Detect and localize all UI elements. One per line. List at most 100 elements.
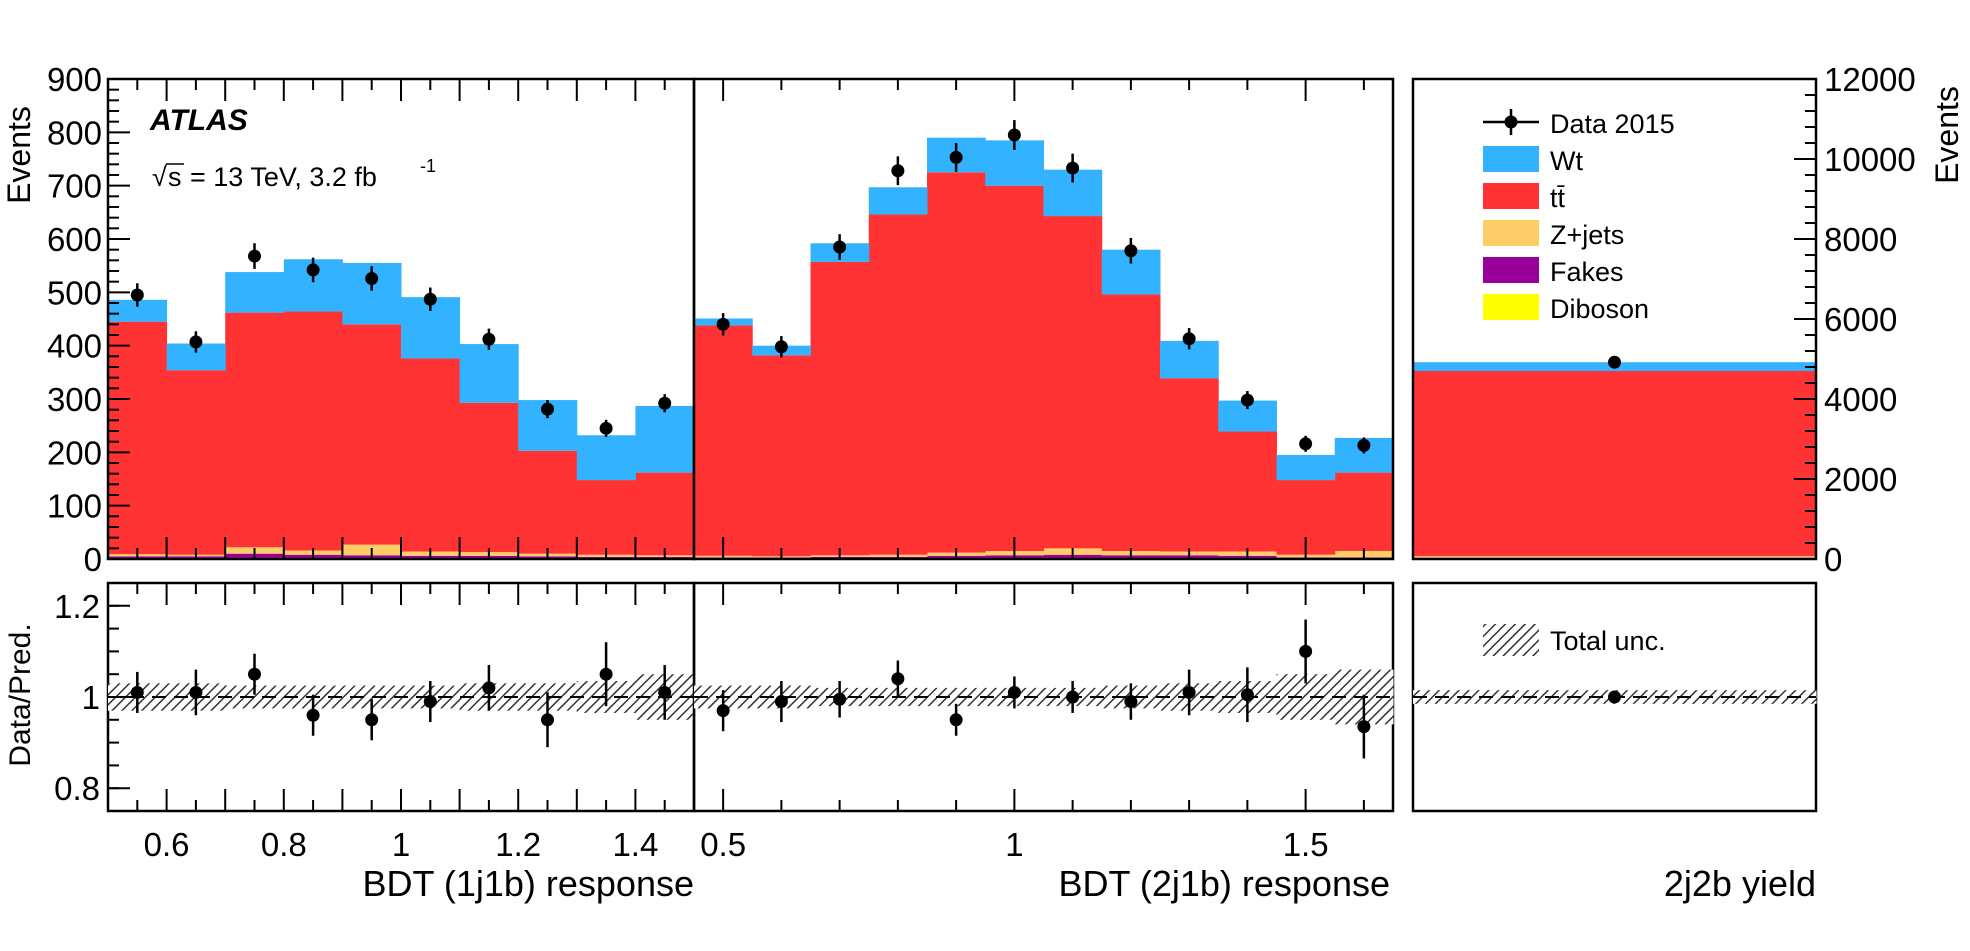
ratio-point-1 xyxy=(774,695,788,709)
y-tick-label: 500 xyxy=(47,274,102,311)
x-axis-label-2j1b: BDT (2j1b) response xyxy=(1059,863,1391,904)
bar-tt-1 xyxy=(166,370,226,555)
data-point-4 xyxy=(365,271,379,285)
ratio-y-tick-label: 1.2 xyxy=(54,588,100,625)
ratio-point-1 xyxy=(189,685,203,699)
ratio-axis-title: Data/Pred. xyxy=(4,623,37,766)
data-point-8 xyxy=(1182,332,1196,346)
data-point-7 xyxy=(1124,244,1138,258)
x-tick-label: 1.5 xyxy=(1283,826,1329,863)
ratio-point-7 xyxy=(1124,695,1138,709)
y-tick-label: 100 xyxy=(47,488,102,525)
ratio-point-2 xyxy=(833,692,847,706)
y-tick-label: 800 xyxy=(47,114,102,151)
x-tick-label: 0.8 xyxy=(261,826,307,863)
bar-wt-0 xyxy=(108,299,168,322)
bar-tt-9 xyxy=(635,472,695,556)
bar-tt-4 xyxy=(927,172,986,553)
bar-tt-7 xyxy=(1101,294,1161,551)
legend-label-diboson: Diboson xyxy=(1550,294,1649,324)
legend-item-diboson: Diboson xyxy=(1483,294,1649,324)
data-point-2 xyxy=(248,249,261,263)
plot-panels: 0 100 200 300 400 500 600 700 800 900 0.8 1 1.2 0.6 0.… xyxy=(47,61,1916,863)
y-tick-label: 200 xyxy=(47,434,102,471)
sqrt-symbol: √ xyxy=(152,162,167,192)
energy-sup: -1 xyxy=(420,156,436,176)
x-tick-label: 1 xyxy=(1005,826,1023,863)
ratio-unc-band-4 xyxy=(927,687,986,707)
bar-wt-3 xyxy=(868,187,928,215)
bar-tt-3 xyxy=(283,311,343,551)
ratio-point-3 xyxy=(306,708,320,722)
ratio-point-5 xyxy=(423,695,437,709)
ratio-point-7 xyxy=(541,713,554,727)
y-tick-label: 0 xyxy=(84,541,102,578)
ratio-point-6 xyxy=(1066,690,1080,704)
legend-label-total-unc: Total unc. xyxy=(1550,626,1666,656)
data-point-9 xyxy=(658,396,672,410)
main-frame xyxy=(692,77,1395,561)
legend-label-wt: Wt xyxy=(1550,146,1583,176)
data-point-7 xyxy=(541,402,554,416)
legend-item-zjets: Z+jets xyxy=(1483,220,1624,250)
legend-label-ttbar: tt̄ xyxy=(1550,183,1566,213)
ratio-y-tick-label: 0.8 xyxy=(54,770,100,807)
energy-s: s xyxy=(168,162,182,192)
bar-wt-6 xyxy=(459,344,519,403)
bar-tt-4 xyxy=(342,324,402,545)
y-axis-title-left: Events xyxy=(1,106,37,204)
bar-tt-5 xyxy=(985,185,1044,551)
legend-total-unc: Total unc. xyxy=(1483,624,1666,656)
legend-item-fakes: Fakes xyxy=(1483,257,1624,287)
y-tick-label: 12000 xyxy=(1824,61,1916,98)
legend-swatch-wt xyxy=(1483,146,1539,172)
energy-text: = 13 TeV, 3.2 fb xyxy=(190,162,377,192)
x-tick-label: 1.4 xyxy=(612,826,658,863)
legend-label-zjets: Z+jets xyxy=(1550,220,1624,250)
data-point-5 xyxy=(423,292,437,306)
bar-tt-6 xyxy=(459,402,519,553)
data-point-2 xyxy=(833,240,847,254)
bar-tt-5 xyxy=(401,358,461,552)
x-axis-label-2j2b: 2j2b yield xyxy=(1664,863,1816,904)
ratio-point-9 xyxy=(658,685,672,699)
data-point-6 xyxy=(482,332,496,346)
data-point-1 xyxy=(774,340,788,354)
ratio-point-8 xyxy=(599,667,613,681)
ratio-point-6 xyxy=(482,681,496,695)
bar-tt-1 xyxy=(752,355,811,557)
energy-label: √ s = 13 TeV, 3.2 fb -1 xyxy=(152,156,436,192)
x-tick-label: 0.5 xyxy=(700,826,746,863)
y-tick-label: 900 xyxy=(47,61,102,98)
data-point-9 xyxy=(1240,393,1254,407)
y-tick-label: 4000 xyxy=(1824,381,1897,418)
y-tick-label: 600 xyxy=(47,221,102,258)
y-tick-label: 8000 xyxy=(1824,221,1897,258)
bar-tt-3 xyxy=(868,214,928,555)
legend-item-data: Data 2015 xyxy=(1483,109,1675,139)
bar-tt-6 xyxy=(1043,216,1103,549)
y-tick-label: 2000 xyxy=(1824,461,1897,498)
ratio-point-2 xyxy=(248,667,261,681)
y-tick-label: 700 xyxy=(47,168,102,205)
y-tick-label: 6000 xyxy=(1824,301,1897,338)
panel-2: 0 2000 4000 6000 8000 10000 12000 xyxy=(1411,61,1916,813)
y-tick-label: 400 xyxy=(47,328,102,365)
data-point-3 xyxy=(306,263,320,277)
ratio-point-11 xyxy=(1357,720,1371,734)
ratio-point-8 xyxy=(1182,685,1196,699)
legend-label-fakes: Fakes xyxy=(1550,257,1624,287)
data-point-11 xyxy=(1357,438,1371,452)
bar-tt-7 xyxy=(518,450,578,554)
data-point-8 xyxy=(599,421,613,435)
y-tick-label: 300 xyxy=(47,381,102,418)
ratio-point-0 xyxy=(716,704,730,718)
ratio-point-4 xyxy=(949,713,963,727)
panel-1: 0.5 1 1.5 xyxy=(692,77,1395,863)
bar-wt-8 xyxy=(576,435,636,481)
bar-tt-11 xyxy=(1334,472,1394,551)
bar-wt-9 xyxy=(635,405,695,473)
legend: Data 2015 Wt tt̄ Z+jets Fakes Diboson xyxy=(1483,109,1675,324)
y-axis-title-right: Events xyxy=(1929,86,1965,184)
